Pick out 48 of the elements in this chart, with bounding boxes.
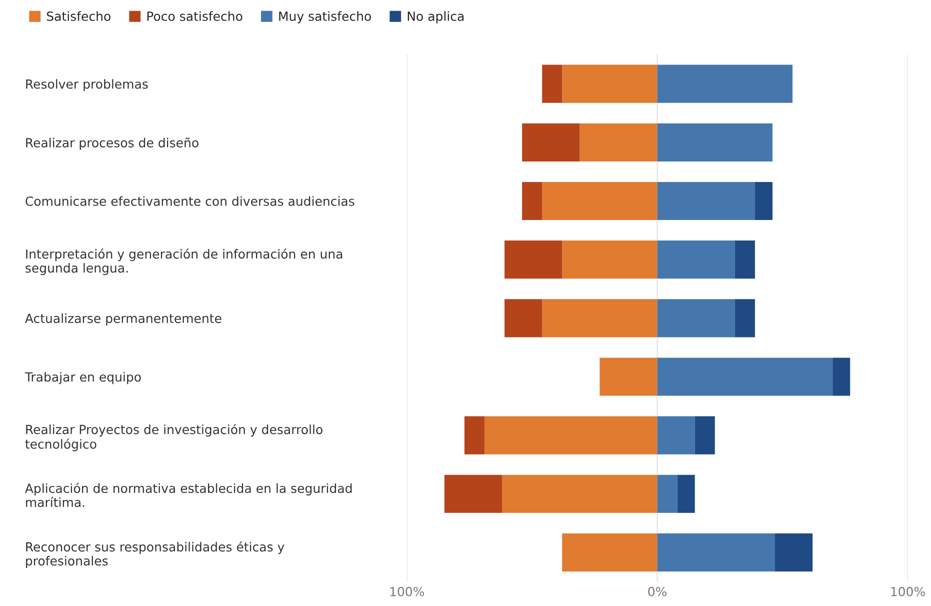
x-tick-label: 100% (891, 586, 925, 596)
bar (542, 299, 658, 338)
bar (774, 533, 813, 572)
bar (502, 474, 658, 513)
bar (657, 416, 695, 454)
y-tick-label: Resolver problemas (26, 79, 148, 92)
bar (657, 358, 833, 396)
bar (734, 299, 755, 338)
bar (464, 416, 484, 454)
y-tick-label: Actualizarse permanentemente (25, 313, 222, 326)
bar (504, 299, 542, 338)
bar (657, 474, 678, 513)
bar (832, 358, 850, 396)
bar (504, 240, 562, 279)
bar (562, 64, 658, 103)
bar (522, 182, 542, 220)
bar (580, 123, 658, 162)
bar (444, 474, 502, 513)
y-tick-label: Interpretación y generación de información en una segunda lengua. (26, 248, 342, 276)
bar (484, 416, 658, 454)
bar (542, 64, 562, 103)
bar (657, 182, 755, 220)
legend-label: No aplica (408, 11, 464, 24)
bar (734, 240, 755, 279)
y-tick-label: Trabajar en equipo (24, 372, 141, 384)
y-tick-label: Realizar procesos de diseño (26, 138, 198, 150)
legend-label: Poco satisfecho (147, 11, 242, 21)
y-tick-label: Comunicarse efectivamente con diversas audiencias (26, 196, 354, 206)
bar (657, 299, 735, 338)
bar (657, 123, 772, 162)
bar (657, 533, 775, 572)
bar (562, 533, 658, 572)
bar (522, 123, 580, 162)
bar (600, 358, 658, 396)
y-tick-label: Aplicación de normativa establecida en la seguridad marítima. (25, 482, 352, 508)
y-tick-label: Reconocer sus responsabilidades éticas y profesionales (26, 541, 284, 568)
bar (657, 64, 793, 103)
legend-label: Satisfecho (46, 11, 110, 21)
bar (562, 240, 658, 279)
bar (677, 474, 695, 513)
y-tick-label: Realizar Proyectos de investigación y desarrollo tecnológico (25, 424, 322, 452)
x-tick-label: 0% (648, 586, 667, 596)
bar (694, 416, 715, 454)
bar (754, 182, 772, 220)
legend-label: Muy satisfecho (279, 11, 371, 24)
bar (542, 182, 658, 220)
bar (657, 240, 735, 279)
x-tick-label: 100% (390, 586, 424, 596)
